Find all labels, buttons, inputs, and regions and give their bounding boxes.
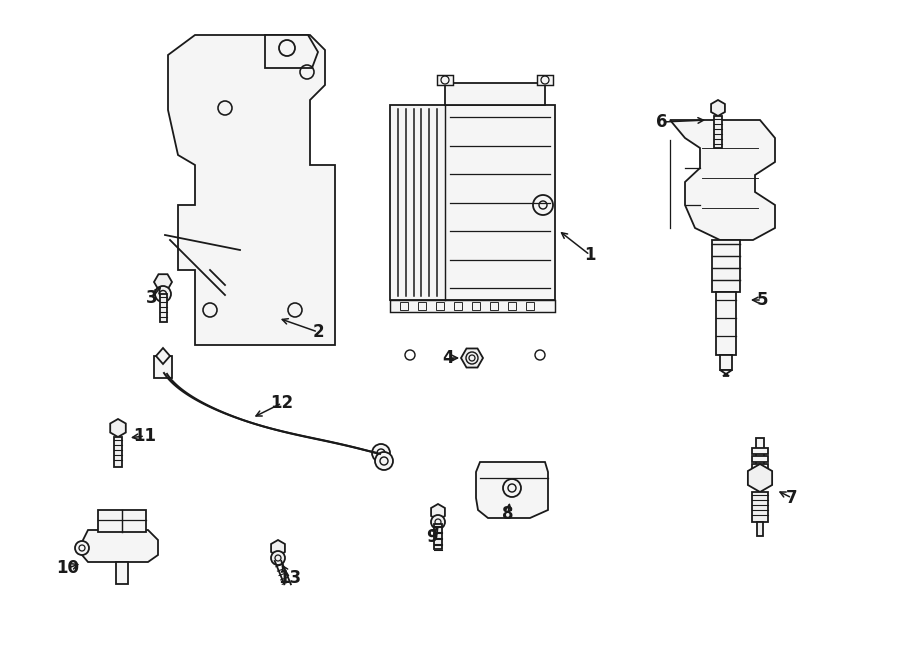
Bar <box>472 302 480 310</box>
Circle shape <box>466 352 478 364</box>
Bar <box>752 464 768 470</box>
Polygon shape <box>265 35 318 68</box>
Bar <box>154 356 172 378</box>
Polygon shape <box>670 120 775 240</box>
Polygon shape <box>476 462 548 518</box>
Circle shape <box>271 551 285 565</box>
Text: 12: 12 <box>270 394 293 412</box>
Polygon shape <box>720 370 732 376</box>
Circle shape <box>372 444 390 462</box>
Bar <box>714 116 722 148</box>
Text: 2: 2 <box>312 323 324 341</box>
Bar <box>434 524 442 549</box>
Text: 1: 1 <box>584 246 596 264</box>
Text: 3: 3 <box>146 289 158 307</box>
Polygon shape <box>748 464 772 492</box>
Bar <box>490 302 498 310</box>
Bar <box>418 302 426 310</box>
Bar <box>98 510 146 532</box>
Bar <box>400 302 408 310</box>
Circle shape <box>75 541 89 555</box>
Circle shape <box>533 195 553 215</box>
Text: 11: 11 <box>133 427 157 445</box>
Bar <box>757 522 763 536</box>
Bar <box>508 302 516 310</box>
Bar <box>445 83 545 105</box>
Text: 10: 10 <box>57 559 79 577</box>
Text: 13: 13 <box>278 569 302 587</box>
Bar <box>720 355 732 370</box>
Polygon shape <box>431 504 445 520</box>
Bar <box>716 292 736 355</box>
Polygon shape <box>156 348 170 364</box>
Bar <box>436 302 444 310</box>
Bar <box>114 437 122 467</box>
Circle shape <box>503 479 521 497</box>
Circle shape <box>431 515 445 529</box>
Bar <box>526 302 534 310</box>
Bar <box>756 438 764 478</box>
Polygon shape <box>711 100 724 116</box>
Polygon shape <box>154 274 172 290</box>
Circle shape <box>155 286 171 302</box>
Text: 4: 4 <box>442 349 454 367</box>
Text: 5: 5 <box>756 291 768 309</box>
Circle shape <box>375 452 393 470</box>
Polygon shape <box>110 419 126 437</box>
Bar <box>454 302 462 310</box>
Bar <box>116 562 128 584</box>
Polygon shape <box>271 540 285 556</box>
Bar <box>752 492 768 522</box>
Bar <box>537 75 553 85</box>
Text: 8: 8 <box>502 505 514 523</box>
Text: 6: 6 <box>656 113 668 131</box>
Bar <box>752 456 768 462</box>
Bar <box>752 448 768 454</box>
Text: 9: 9 <box>427 528 437 546</box>
Bar <box>390 105 555 300</box>
Polygon shape <box>168 35 335 345</box>
Bar <box>159 294 166 322</box>
Bar <box>712 240 740 292</box>
Polygon shape <box>461 348 483 368</box>
Bar <box>437 75 453 85</box>
Bar <box>390 300 555 312</box>
Text: 7: 7 <box>787 489 797 507</box>
Polygon shape <box>82 530 158 562</box>
